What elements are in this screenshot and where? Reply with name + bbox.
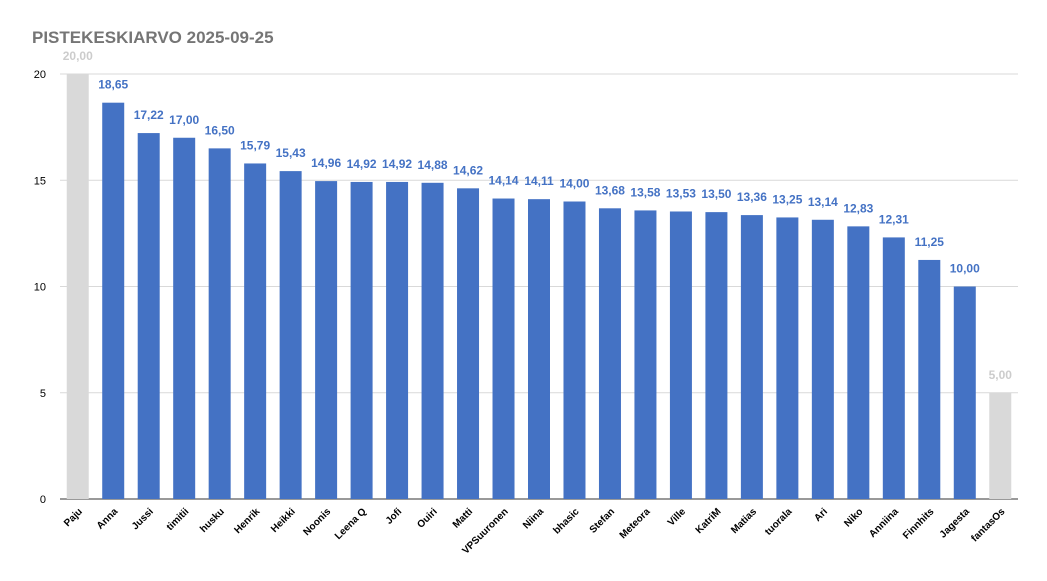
- y-tick-label: 5: [40, 388, 46, 400]
- data-label: 15,43: [276, 146, 306, 160]
- data-label: 20,00: [63, 49, 93, 63]
- data-labels: 20,00 18,65 17,22 17,00 16,50 15,79 15,43 14,96…: [63, 49, 1013, 382]
- data-label: 11,25: [915, 235, 945, 249]
- data-label: 16,50: [205, 123, 235, 137]
- bar: [279, 171, 302, 500]
- x-tick-label: fantasOs: [969, 506, 1007, 544]
- bar: [811, 219, 834, 499]
- data-label: 14,62: [453, 163, 483, 177]
- data-label: 14,88: [418, 158, 448, 172]
- data-label: 13,50: [701, 187, 731, 201]
- data-label: 14,92: [382, 157, 412, 171]
- x-tick-label: Ville: [666, 506, 689, 529]
- data-label: 14,14: [489, 174, 519, 188]
- x-tick-label: Anna: [95, 506, 121, 532]
- data-label: 10,00: [950, 262, 980, 276]
- x-tick-label: Matias: [729, 506, 759, 536]
- x-tick-label: Finnhits: [901, 506, 937, 542]
- y-tick-label: 20: [34, 69, 46, 81]
- bar: [634, 210, 657, 500]
- bar: [137, 133, 160, 499]
- bar: [102, 102, 125, 499]
- data-label: 18,65: [98, 78, 128, 92]
- bar: [66, 74, 89, 499]
- y-tick-label: 15: [34, 175, 46, 187]
- x-tick-label: Niko: [842, 506, 865, 529]
- data-label: 14,92: [347, 157, 377, 171]
- bar: [598, 208, 621, 500]
- x-tick-label: Ouiri: [415, 506, 439, 530]
- data-label: 12,31: [879, 212, 909, 226]
- data-label: 14,00: [559, 177, 589, 191]
- x-tick-label: husku: [198, 506, 227, 535]
- data-label: 12,83: [843, 201, 873, 215]
- data-label: 13,53: [666, 186, 696, 200]
- bar: [776, 217, 799, 499]
- x-axis-labels: Paju Anna Jussi timitii husku Henrik Heikki Noo…: [62, 506, 1008, 557]
- bar: [953, 286, 976, 499]
- data-label: 13,14: [808, 195, 838, 209]
- bar: [528, 199, 550, 499]
- x-tick-label: Jagesta: [938, 506, 972, 540]
- y-axis-ticks: 0 5 10 15 20: [34, 69, 46, 506]
- x-tick-label: Noonis: [301, 506, 333, 538]
- data-label: 13,68: [595, 183, 625, 197]
- data-label: 15,79: [240, 138, 270, 152]
- data-label: 14,11: [524, 174, 554, 188]
- bar: [315, 181, 338, 499]
- x-tick-label: bhasic: [551, 506, 581, 536]
- bar: [492, 198, 515, 499]
- x-tick-label: Heikki: [269, 506, 298, 535]
- x-tick-label: Jofi: [384, 506, 405, 527]
- x-tick-label: Anniina: [867, 506, 901, 540]
- x-tick-label: Niina: [521, 506, 546, 531]
- x-tick-label: KatriM: [694, 506, 724, 536]
- bar: [705, 212, 728, 499]
- data-label: 13,36: [737, 190, 767, 204]
- x-tick-label: Henrik: [232, 506, 262, 536]
- bar: [244, 163, 267, 499]
- bar: [669, 211, 692, 500]
- x-tick-label: Paju: [62, 506, 85, 529]
- data-label: 13,58: [630, 185, 660, 199]
- x-tick-label: Stefan: [588, 506, 617, 535]
- y-tick-label: 10: [34, 282, 46, 294]
- data-label: 5,00: [989, 368, 1013, 382]
- bar: [457, 188, 480, 499]
- bar: [989, 392, 1012, 499]
- x-tick-label: Leena Q: [333, 506, 369, 542]
- y-tick-label: 0: [40, 494, 46, 506]
- bar: [918, 259, 941, 499]
- bar: [563, 201, 586, 499]
- x-tick-label: tuorala: [763, 506, 795, 538]
- bar: [882, 237, 905, 499]
- bar: [847, 226, 870, 500]
- bar: [386, 181, 409, 499]
- data-label: 17,22: [134, 108, 164, 122]
- x-tick-label: Matti: [451, 506, 475, 530]
- bar: [208, 148, 231, 499]
- data-label: 14,96: [311, 156, 341, 170]
- bars: [66, 74, 1012, 500]
- data-label: 17,00: [169, 113, 199, 127]
- chart-title: PISTEKESKIARVO 2025-09-25: [32, 28, 274, 47]
- x-tick-label: timitii: [165, 506, 192, 533]
- x-tick-label: Meteora: [618, 506, 653, 541]
- bar: [421, 182, 444, 500]
- x-tick-label: Ari: [812, 506, 830, 524]
- x-tick-label: Jussi: [130, 506, 156, 532]
- bar: [350, 181, 373, 499]
- bar: [173, 137, 196, 499]
- bar: [740, 215, 763, 499]
- data-label: 13,25: [772, 192, 802, 206]
